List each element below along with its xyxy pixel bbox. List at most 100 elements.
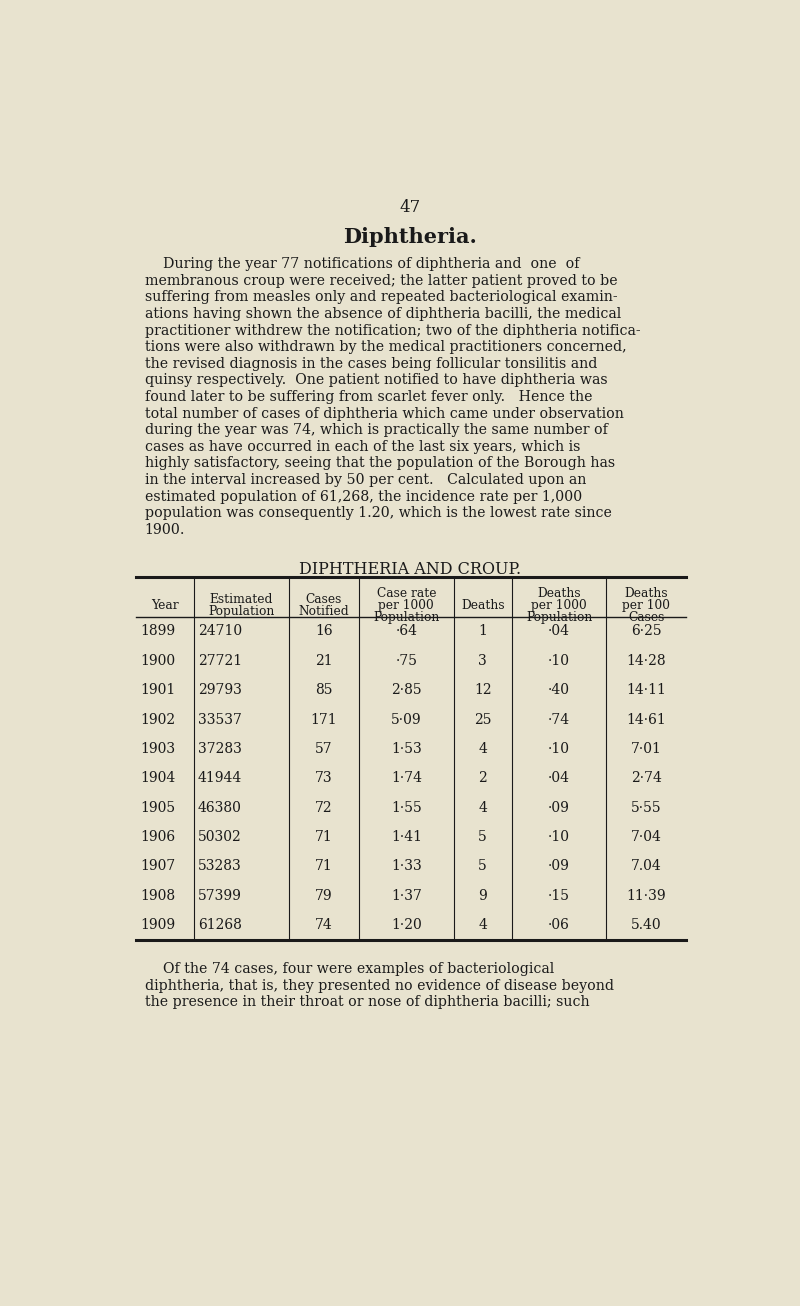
Text: 41944: 41944 xyxy=(198,772,242,785)
Text: Deaths: Deaths xyxy=(461,598,505,611)
Text: ·10: ·10 xyxy=(548,831,570,844)
Text: ·75: ·75 xyxy=(395,654,418,667)
Text: per 1000: per 1000 xyxy=(378,598,434,611)
Text: 1·74: 1·74 xyxy=(391,772,422,785)
Text: 1·55: 1·55 xyxy=(391,801,422,815)
Text: 7·01: 7·01 xyxy=(630,742,662,756)
Text: cases as have occurred in each of the last six years, which is: cases as have occurred in each of the la… xyxy=(145,440,580,453)
Text: ·04: ·04 xyxy=(548,772,570,785)
Text: ·64: ·64 xyxy=(395,624,418,639)
Text: Population: Population xyxy=(373,611,439,624)
Text: 1·53: 1·53 xyxy=(391,742,422,756)
Text: 47: 47 xyxy=(399,199,421,215)
Text: 9: 9 xyxy=(478,889,487,902)
Text: ations having shown the absence of diphtheria bacilli, the medical: ations having shown the absence of dipht… xyxy=(145,307,621,321)
Text: 37283: 37283 xyxy=(198,742,242,756)
Text: 5·09: 5·09 xyxy=(391,713,422,726)
Text: 1902: 1902 xyxy=(140,713,175,726)
Text: 7·04: 7·04 xyxy=(630,831,662,844)
Text: 74: 74 xyxy=(315,918,333,932)
Text: tions were also withdrawn by the medical practitioners concerned,: tions were also withdrawn by the medical… xyxy=(145,341,626,354)
Text: 1: 1 xyxy=(478,624,487,639)
Text: ·74: ·74 xyxy=(548,713,570,726)
Text: 7.04: 7.04 xyxy=(631,859,662,874)
Text: ·10: ·10 xyxy=(548,742,570,756)
Text: ·09: ·09 xyxy=(548,859,570,874)
Text: 1903: 1903 xyxy=(140,742,175,756)
Text: Diphtheria.: Diphtheria. xyxy=(343,227,477,247)
Text: diphtheria, that is, they presented no evidence of disease beyond: diphtheria, that is, they presented no e… xyxy=(145,978,614,993)
Text: 33537: 33537 xyxy=(198,713,242,726)
Text: 14·61: 14·61 xyxy=(626,713,666,726)
Text: 1901: 1901 xyxy=(140,683,175,697)
Text: 1908: 1908 xyxy=(140,889,175,902)
Text: 1907: 1907 xyxy=(140,859,175,874)
Text: 5.40: 5.40 xyxy=(631,918,662,932)
Text: 50302: 50302 xyxy=(198,831,242,844)
Text: Deaths: Deaths xyxy=(538,586,581,599)
Text: Cases: Cases xyxy=(628,611,664,624)
Text: ·15: ·15 xyxy=(548,889,570,902)
Text: ·04: ·04 xyxy=(548,624,570,639)
Text: practitioner withdrew the notification; two of the diphtheria notifica-: practitioner withdrew the notification; … xyxy=(145,324,640,338)
Text: during the year was 74, which is practically the same number of: during the year was 74, which is practic… xyxy=(145,423,607,438)
Text: 3: 3 xyxy=(478,654,487,667)
Text: 21: 21 xyxy=(315,654,333,667)
Text: 4: 4 xyxy=(478,918,487,932)
Text: per 1000: per 1000 xyxy=(531,598,587,611)
Text: 1905: 1905 xyxy=(140,801,175,815)
Text: 1·33: 1·33 xyxy=(391,859,422,874)
Text: 16: 16 xyxy=(315,624,333,639)
Text: 1900: 1900 xyxy=(140,654,175,667)
Text: highly satisfactory, seeing that the population of the Borough has: highly satisfactory, seeing that the pop… xyxy=(145,456,614,470)
Text: Of the 74 cases, four were examples of bacteriological: Of the 74 cases, four were examples of b… xyxy=(145,963,554,976)
Text: 5: 5 xyxy=(478,859,487,874)
Text: 14·11: 14·11 xyxy=(626,683,666,697)
Text: 25: 25 xyxy=(474,713,491,726)
Text: 53283: 53283 xyxy=(198,859,242,874)
Text: 57399: 57399 xyxy=(198,889,242,902)
Text: Case rate: Case rate xyxy=(377,586,436,599)
Text: 29793: 29793 xyxy=(198,683,242,697)
Text: 1899: 1899 xyxy=(140,624,175,639)
Text: ·10: ·10 xyxy=(548,654,570,667)
Text: 2·74: 2·74 xyxy=(630,772,662,785)
Text: 71: 71 xyxy=(315,831,333,844)
Text: 1906: 1906 xyxy=(140,831,175,844)
Text: 1909: 1909 xyxy=(140,918,175,932)
Text: population was consequently 1.20, which is the lowest rate since: population was consequently 1.20, which … xyxy=(145,507,611,520)
Text: the presence in their throat or nose of diphtheria bacilli; such: the presence in their throat or nose of … xyxy=(145,995,590,1010)
Text: 1·20: 1·20 xyxy=(391,918,422,932)
Text: 4: 4 xyxy=(478,742,487,756)
Text: 1·41: 1·41 xyxy=(391,831,422,844)
Text: 4: 4 xyxy=(478,801,487,815)
Text: 171: 171 xyxy=(310,713,337,726)
Text: 27721: 27721 xyxy=(198,654,242,667)
Text: per 100: per 100 xyxy=(622,598,670,611)
Text: membranous croup were received; the latter patient proved to be: membranous croup were received; the latt… xyxy=(145,274,618,287)
Text: 5·55: 5·55 xyxy=(631,801,662,815)
Text: Population: Population xyxy=(526,611,592,624)
Text: Notified: Notified xyxy=(298,605,349,618)
Text: 6·25: 6·25 xyxy=(631,624,662,639)
Text: DIPHTHERIA AND CROUP.: DIPHTHERIA AND CROUP. xyxy=(299,562,521,579)
Text: 79: 79 xyxy=(315,889,333,902)
Text: 1·37: 1·37 xyxy=(391,889,422,902)
Text: Population: Population xyxy=(208,605,274,618)
Text: 72: 72 xyxy=(315,801,333,815)
Text: in the interval increased by 50 per cent.   Calculated upon an: in the interval increased by 50 per cent… xyxy=(145,473,586,487)
Text: Estimated: Estimated xyxy=(210,593,273,606)
Text: the revised diagnosis in the cases being follicular tonsilitis and: the revised diagnosis in the cases being… xyxy=(145,357,597,371)
Text: Deaths: Deaths xyxy=(624,586,668,599)
Text: During the year 77 notifications of diphtheria and  one  of: During the year 77 notifications of diph… xyxy=(145,257,579,272)
Text: 85: 85 xyxy=(315,683,333,697)
Text: 1904: 1904 xyxy=(140,772,175,785)
Text: ·40: ·40 xyxy=(548,683,570,697)
Text: 11·39: 11·39 xyxy=(626,889,666,902)
Text: 14·28: 14·28 xyxy=(626,654,666,667)
Text: 71: 71 xyxy=(315,859,333,874)
Text: 2·85: 2·85 xyxy=(391,683,422,697)
Text: ·09: ·09 xyxy=(548,801,570,815)
Text: estimated population of 61,268, the incidence rate per 1,000: estimated population of 61,268, the inci… xyxy=(145,490,582,504)
Text: total number of cases of diphtheria which came under observation: total number of cases of diphtheria whic… xyxy=(145,406,623,421)
